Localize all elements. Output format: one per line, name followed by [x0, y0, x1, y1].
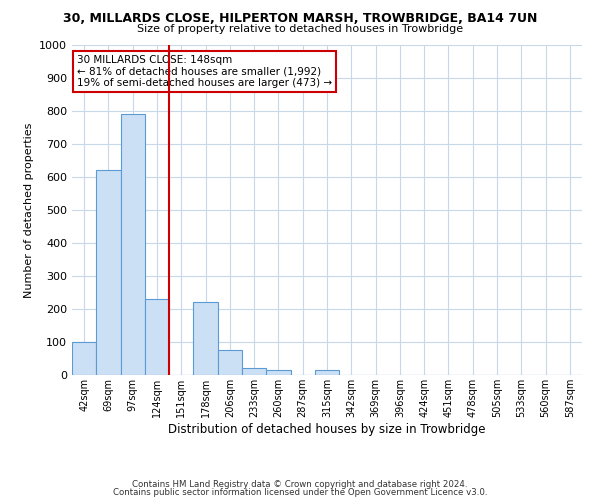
Bar: [121, 114, 145, 375]
Bar: [266, 370, 290, 375]
Y-axis label: Number of detached properties: Number of detached properties: [23, 122, 34, 298]
Bar: [72, 342, 96, 375]
Bar: [242, 368, 266, 375]
Bar: [218, 350, 242, 375]
X-axis label: Distribution of detached houses by size in Trowbridge: Distribution of detached houses by size …: [168, 422, 486, 436]
Bar: [193, 302, 218, 375]
Text: 30 MILLARDS CLOSE: 148sqm
← 81% of detached houses are smaller (1,992)
19% of se: 30 MILLARDS CLOSE: 148sqm ← 81% of detac…: [77, 55, 332, 88]
Text: 30, MILLARDS CLOSE, HILPERTON MARSH, TROWBRIDGE, BA14 7UN: 30, MILLARDS CLOSE, HILPERTON MARSH, TRO…: [63, 12, 537, 26]
Bar: [315, 370, 339, 375]
Text: Contains public sector information licensed under the Open Government Licence v3: Contains public sector information licen…: [113, 488, 487, 497]
Text: Contains HM Land Registry data © Crown copyright and database right 2024.: Contains HM Land Registry data © Crown c…: [132, 480, 468, 489]
Text: Size of property relative to detached houses in Trowbridge: Size of property relative to detached ho…: [137, 24, 463, 34]
Bar: [96, 170, 121, 375]
Bar: [145, 299, 169, 375]
